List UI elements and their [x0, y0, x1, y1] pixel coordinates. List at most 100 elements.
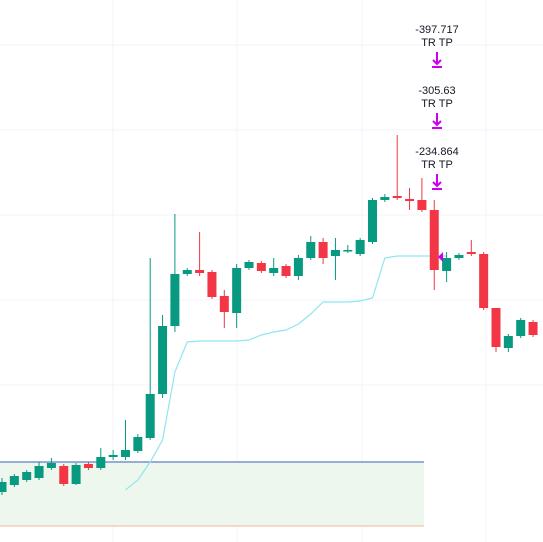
candle — [306, 236, 316, 260]
zone — [0, 462, 424, 526]
annotation-value: -305.63 — [418, 85, 455, 97]
candle — [442, 252, 452, 282]
annotation-label: TR TP — [421, 159, 453, 171]
candle-body — [244, 262, 254, 268]
candle-body — [108, 455, 118, 457]
candle — [516, 318, 526, 338]
candle-body — [182, 270, 192, 274]
candle — [22, 470, 32, 482]
candle — [491, 308, 501, 352]
candle-body — [59, 466, 69, 484]
candle-body — [516, 320, 526, 336]
candle-body — [170, 274, 180, 326]
candle — [232, 264, 242, 328]
candle — [46, 458, 56, 470]
candle-body — [466, 252, 476, 254]
candle — [392, 135, 402, 200]
candle-body — [232, 268, 242, 313]
candle-body — [46, 463, 56, 468]
annotation-arrow — [432, 52, 442, 68]
candle-body — [145, 394, 155, 438]
annotation-arrow — [432, 113, 442, 129]
candle-body — [158, 326, 168, 394]
candle-body — [219, 296, 229, 312]
candle-body — [9, 476, 19, 485]
trend-line — [125, 255, 447, 491]
candle-body — [269, 268, 279, 273]
candle-body — [503, 336, 513, 348]
candle-body — [34, 466, 44, 478]
candle-body — [121, 450, 130, 457]
marker — [438, 252, 443, 262]
candle — [9, 474, 19, 487]
candle — [96, 448, 106, 470]
candle-body — [330, 250, 340, 256]
candle — [207, 270, 217, 299]
candle — [429, 200, 439, 290]
annotation-arrow — [432, 174, 442, 190]
candle-body — [343, 250, 353, 252]
candle — [466, 240, 476, 256]
candle — [0, 478, 7, 495]
candle — [330, 238, 340, 280]
candle — [355, 238, 365, 256]
annotation-label: TR TP — [421, 98, 453, 110]
candle — [380, 194, 390, 202]
candle-body — [207, 272, 217, 297]
candle-body — [491, 308, 501, 347]
candle-body — [417, 200, 427, 210]
candle-body — [83, 464, 93, 468]
candle — [405, 188, 415, 210]
candle — [479, 252, 489, 310]
candle-body — [355, 240, 365, 254]
candle — [133, 434, 143, 453]
candle — [170, 214, 180, 332]
candle — [59, 464, 69, 486]
candle-body — [22, 472, 32, 480]
candle — [528, 320, 538, 337]
candle — [219, 290, 229, 328]
candle — [182, 268, 192, 276]
candle-body — [71, 465, 81, 484]
candle-body — [479, 254, 489, 308]
candle-body — [429, 210, 439, 270]
annotation-value: -234.864 — [415, 146, 458, 158]
candle — [343, 245, 353, 253]
candle-body — [528, 322, 538, 335]
candle — [318, 238, 328, 264]
annotation-value: -397.717 — [415, 24, 458, 36]
candle — [368, 198, 377, 244]
candle — [281, 264, 291, 278]
candle-body — [368, 200, 377, 242]
annotation-label: TR TP — [421, 37, 453, 49]
candle-body — [281, 266, 291, 276]
candle — [121, 420, 130, 460]
candle — [503, 334, 513, 352]
candle — [145, 258, 155, 440]
candle — [293, 255, 303, 280]
candle — [454, 253, 464, 260]
candle-body — [256, 263, 266, 271]
candle-body — [318, 242, 328, 258]
candle-body — [454, 255, 464, 258]
candle-body — [195, 270, 205, 273]
candle — [34, 462, 44, 480]
candle-body — [442, 258, 452, 271]
candle-body — [380, 197, 390, 200]
candle — [108, 450, 118, 460]
candle — [158, 315, 168, 398]
candle — [417, 178, 427, 212]
candle — [195, 232, 205, 276]
candle — [83, 462, 93, 470]
candle-body — [133, 437, 143, 451]
candle — [244, 260, 254, 270]
candle-body — [405, 199, 415, 201]
candle-body — [96, 457, 106, 468]
candle-body — [392, 196, 402, 198]
candle — [269, 258, 279, 276]
candle-body — [306, 242, 316, 258]
candle-body — [0, 482, 7, 492]
candle-body — [293, 258, 303, 276]
